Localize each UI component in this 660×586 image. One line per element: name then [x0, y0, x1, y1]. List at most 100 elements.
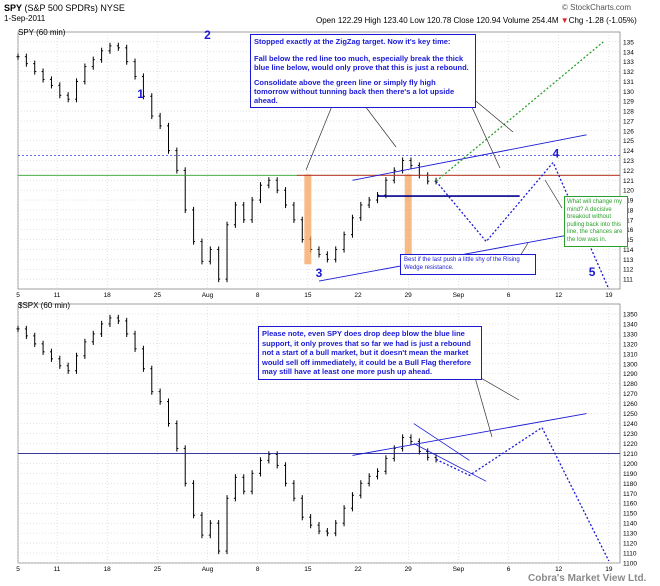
watermark: Cobra's Market View Ltd.: [528, 573, 647, 584]
spx-x-tick-label: 25: [154, 566, 162, 573]
spx-y-tick-label: 1150: [623, 511, 637, 518]
spx-projected-path: [435, 426, 610, 562]
spx-y-tick-label: 1270: [623, 391, 638, 398]
spx-y-tick-label: 1290: [623, 371, 638, 378]
open-value: 122.29: [337, 16, 363, 25]
down-triangle-icon: ▼: [560, 16, 569, 25]
ohlc-line: Open 122.29 High 123.40 Low 120.78 Close…: [316, 16, 637, 25]
date-label: 1-Sep-2011: [4, 14, 46, 23]
spy-y-tick-label: 134: [623, 49, 634, 56]
change-value: -1.28 (-1.05%): [585, 16, 637, 25]
spx-x-tick-label: 11: [54, 566, 61, 573]
spx-x-tick-label: 18: [104, 566, 112, 573]
spy-y-tick-label: 111: [623, 277, 633, 284]
spx-y-tick-label: 1120: [623, 541, 637, 548]
note-change-mind: What will change my mind? A decisive bre…: [564, 196, 628, 247]
spx-y-tick-label: 1190: [623, 471, 637, 478]
spy-x-tick-label: 22: [354, 292, 362, 299]
spx-y-tick-label: 1140: [623, 521, 637, 528]
spy-y-tick-label: 135: [623, 39, 634, 46]
note-pointer-line: [519, 242, 529, 257]
spx-x-tick-label: 19: [605, 566, 613, 573]
spx-y-tick-label: 1220: [623, 441, 638, 448]
spx-y-tick-label: 1130: [623, 531, 637, 538]
spy-y-tick-label: 124: [623, 148, 634, 155]
wave-label: 5: [589, 265, 596, 279]
note-spx: Please note, even SPY does drop deep blo…: [258, 326, 482, 380]
spx-x-tick-label: 12: [555, 566, 563, 573]
note-pointer-line: [473, 373, 493, 438]
spy-y-tick-label: 116: [623, 227, 634, 234]
spx-y-tick-label: 1280: [623, 381, 638, 388]
green-upside-path: [435, 41, 604, 182]
bull-flag-line: [413, 423, 470, 461]
spy-x-tick-label: Aug: [202, 292, 214, 299]
spx-y-tick-label: 1330: [623, 331, 638, 338]
orange-highlight-bar: [404, 174, 412, 263]
high-value: 123.40: [383, 16, 408, 25]
spy-x-tick-label: 12: [555, 292, 563, 299]
spy-x-tick-label: 15: [304, 292, 312, 299]
spy-y-tick-label: 121: [623, 178, 634, 185]
spy-y-tick-label: 113: [623, 257, 634, 264]
spx-x-tick-label: 8: [256, 566, 260, 573]
spx-y-tick-label: 1160: [623, 501, 637, 508]
symbol-line: SPY (S&P 500 SPDRs) NYSE: [4, 3, 125, 13]
spy-y-tick-label: 126: [623, 128, 634, 135]
spy-x-tick-label: 8: [256, 292, 260, 299]
spy-y-tick-label: 125: [623, 138, 634, 145]
spy-x-tick-label: Sep: [453, 292, 465, 299]
volume-value: 254.4M: [531, 16, 559, 25]
note-rising-wedge: Best if the last push a little shy of th…: [400, 254, 536, 275]
spx-y-tick-label: 1340: [623, 321, 638, 328]
spy-x-tick-label: 11: [54, 292, 61, 299]
orange-highlight-bar: [304, 174, 312, 265]
wave-label: 1: [137, 87, 144, 101]
wave-label: 2: [204, 28, 211, 42]
spx-y-tick-label: 1350: [623, 311, 638, 318]
copyright: © StockCharts.com: [562, 3, 632, 12]
spy-y-tick-label: 131: [623, 79, 634, 86]
spx-x-tick-label: 6: [507, 566, 511, 573]
spy-y-tick-label: 130: [623, 89, 634, 96]
spx-y-tick-label: 1260: [623, 401, 638, 408]
spy-y-tick-label: 123: [623, 158, 634, 165]
spy-y-tick-label: 117: [623, 217, 634, 224]
spx-y-tick-label: 1320: [623, 341, 638, 348]
spy-y-tick-label: 132: [623, 69, 634, 76]
spy-y-tick-label: 112: [623, 267, 634, 274]
spx-y-tick-label: 1240: [623, 421, 638, 428]
spy-x-tick-label: 18: [104, 292, 112, 299]
spy-y-tick-label: 133: [623, 59, 634, 66]
spx-y-tick-label: 1300: [623, 361, 638, 368]
spx-x-tick-label: Aug: [202, 566, 214, 573]
spy-y-tick-label: 128: [623, 109, 634, 116]
panel-label-spy: SPY (60 min): [18, 28, 66, 37]
wedge-upper-line: [352, 134, 587, 181]
symbol: SPY: [4, 3, 23, 13]
wave-label: 4: [553, 147, 560, 161]
spy-y-tick-label: 119: [623, 198, 634, 205]
spx-upper-trendline: [352, 413, 587, 456]
spx-y-tick-label: 1100: [623, 561, 637, 568]
exchange: NYSE: [100, 3, 125, 13]
spx-y-tick-label: 1210: [623, 451, 638, 458]
spx-x-tick-label: 15: [304, 566, 312, 573]
spy-x-tick-label: 29: [405, 292, 413, 299]
spy-x-tick-label: 5: [16, 292, 20, 299]
note-main: Stopped exactly at the ZigZag target. No…: [250, 34, 476, 108]
spx-y-tick-label: 1180: [623, 481, 637, 488]
spy-y-tick-label: 114: [623, 247, 634, 254]
spx-y-tick-label: 1170: [623, 491, 637, 498]
wave-label: 3: [316, 266, 323, 280]
spy-x-tick-label: 25: [154, 292, 162, 299]
spy-y-tick-label: 127: [623, 118, 634, 125]
spx-y-tick-label: 1110: [623, 551, 637, 558]
symbol-name: (S&P 500 SPDRs): [24, 3, 98, 13]
spx-x-tick-label: 5: [16, 566, 20, 573]
spx-y-tick-label: 1230: [623, 431, 638, 438]
note-pointer-line: [305, 105, 333, 171]
spy-y-tick-label: 120: [623, 188, 634, 195]
spy-x-tick-label: 6: [507, 292, 511, 299]
spy-x-tick-label: 19: [605, 292, 613, 299]
